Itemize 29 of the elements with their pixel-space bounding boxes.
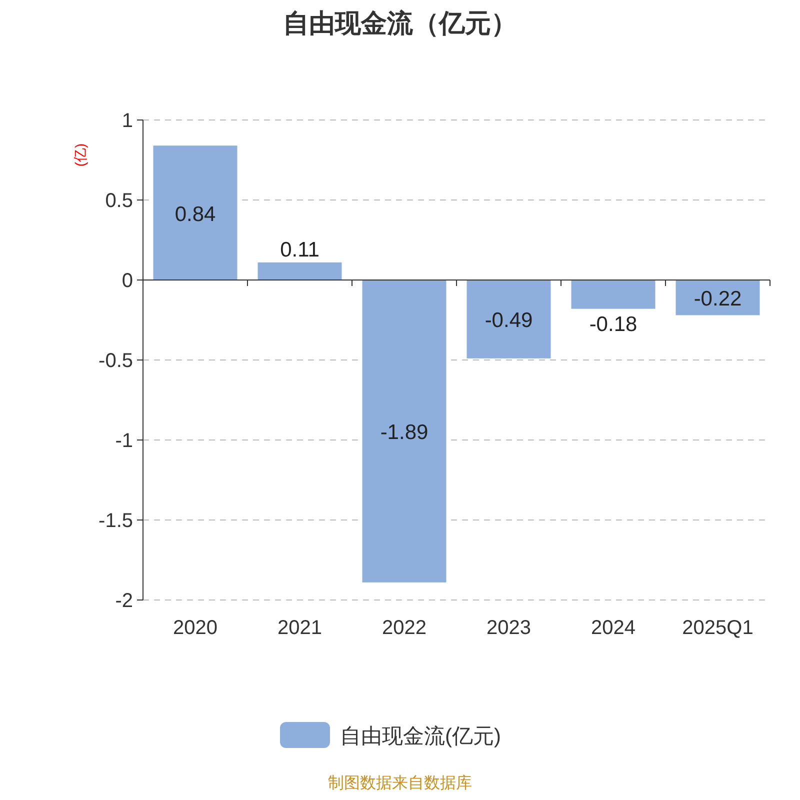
- data-label: 0.84: [174, 202, 216, 226]
- y-tick-label: 0.5: [105, 190, 133, 212]
- data-label: -0.18: [589, 312, 638, 336]
- x-tick-label: 2023: [486, 617, 531, 639]
- bar: [153, 146, 238, 280]
- x-tick-label: 2025Q1: [682, 617, 754, 639]
- data-label: -1.89: [380, 421, 428, 444]
- y-tick-label: -2: [115, 590, 133, 612]
- y-axis-title: (亿): [72, 143, 88, 167]
- y-tick-label: 0: [122, 270, 133, 292]
- bar: [362, 280, 446, 582]
- y-tick-label: 1: [122, 110, 133, 132]
- data-label: -0.22: [694, 288, 742, 311]
- bar: [258, 262, 342, 280]
- bar: [676, 280, 760, 316]
- y-tick-label: -0.5: [98, 350, 133, 372]
- data-label: -0.49: [484, 309, 533, 332]
- x-tick-label: 2022: [382, 617, 426, 639]
- bar: [466, 280, 551, 358]
- legend-label: 自由现金流(亿元): [340, 725, 501, 748]
- x-tick-label: 2020: [173, 617, 218, 639]
- y-tick-label: -1: [115, 430, 133, 452]
- x-tick-label: 2024: [591, 617, 636, 639]
- data-label: 0.11: [280, 238, 320, 262]
- x-tick-label: 2021: [278, 617, 322, 639]
- bar: [571, 280, 656, 309]
- chart-title: 自由现金流（亿元）: [283, 8, 517, 38]
- text: 制图数据来自数据库: [328, 774, 472, 792]
- y-tick-label: -1.5: [98, 510, 133, 532]
